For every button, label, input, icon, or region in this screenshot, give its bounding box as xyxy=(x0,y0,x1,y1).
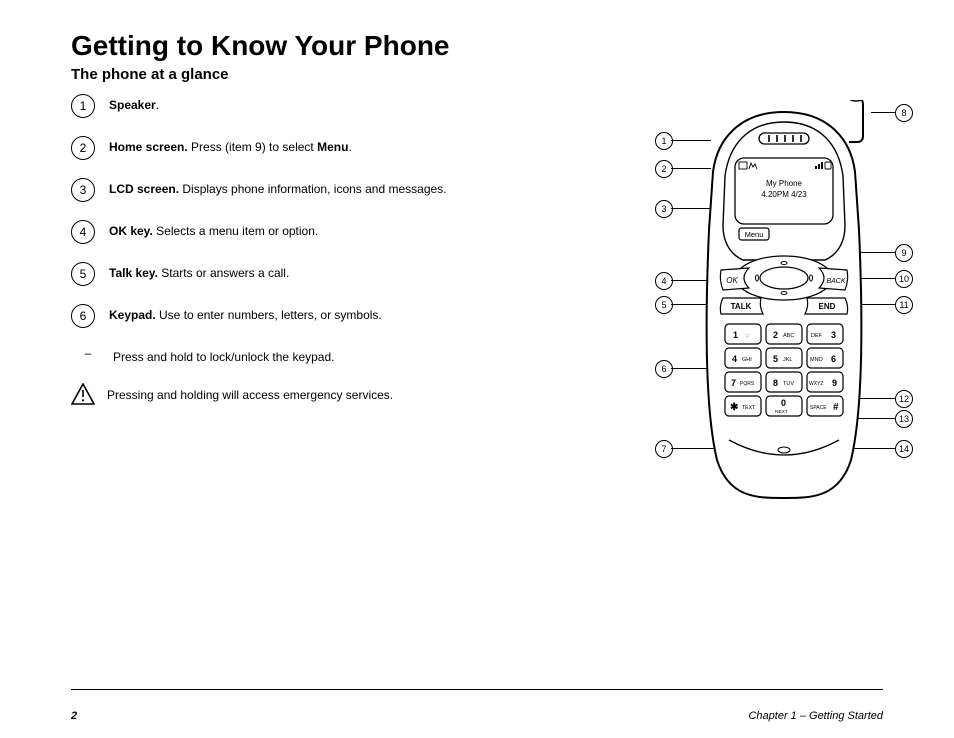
list-item: 3 LCD screen. Displays phone information… xyxy=(71,178,501,202)
warning-icon xyxy=(71,383,95,405)
callout-11: 11 xyxy=(895,296,913,314)
svg-text:1: 1 xyxy=(733,330,738,340)
svg-text:PQRS: PQRS xyxy=(740,381,755,387)
svg-text:3: 3 xyxy=(831,330,836,340)
svg-text:7: 7 xyxy=(731,378,736,388)
callout-9: 9 xyxy=(895,244,913,262)
svg-text:GHI: GHI xyxy=(742,357,752,363)
callout-12: 12 xyxy=(895,390,913,408)
list-item: 4 OK key. Selects a menu item or option. xyxy=(71,220,501,244)
callout-13: 13 xyxy=(895,410,913,428)
page-heading: Getting to Know Your Phone xyxy=(71,30,450,62)
svg-text:5: 5 xyxy=(773,354,778,364)
footer-rule xyxy=(71,689,883,690)
callout-3: 3 xyxy=(655,200,673,218)
item-tail: Starts or answers a call. xyxy=(161,266,289,280)
svg-text:4: 4 xyxy=(732,354,737,364)
chapter-label: Chapter 1 – Getting Started xyxy=(748,710,883,722)
bullet-4: 4 xyxy=(71,220,95,244)
item-bold: Speaker xyxy=(109,98,156,112)
svg-text:0: 0 xyxy=(781,398,786,408)
svg-text:DEF: DEF xyxy=(811,333,823,339)
svg-text:8: 8 xyxy=(773,378,778,388)
item-bold: Keypad. xyxy=(109,308,159,322)
page-number: 2 xyxy=(71,710,77,722)
callout-10: 10 xyxy=(895,270,913,288)
list-item: 5 Talk key. Starts or answers a call. xyxy=(71,262,501,286)
list-item: 1 Speaker. xyxy=(71,94,501,118)
item-bold: Home screen. xyxy=(109,140,191,154)
item-tail: Press and hold to lock/unlock the keypad… xyxy=(113,350,334,364)
svg-text:END: END xyxy=(819,302,836,311)
feature-list: 1 Speaker. 2 Home screen. Press (item 9)… xyxy=(71,94,501,423)
list-item: 6 Keypad. Use to enter numbers, letters,… xyxy=(71,304,501,328)
callout-6: 6 xyxy=(655,360,673,378)
svg-text:2: 2 xyxy=(773,330,778,340)
phone-illustration: My Phone 4.20PM 4/23 Menu OK BACK TALK E… xyxy=(699,100,869,510)
svg-text:MNO: MNO xyxy=(810,357,824,363)
svg-text:4.20PM 4/23: 4.20PM 4/23 xyxy=(761,190,807,199)
phone-diagram: 1 2 3 4 5 6 7 8 9 10 11 12 13 14 xyxy=(655,100,915,520)
svg-text:BACK: BACK xyxy=(826,278,845,285)
svg-text:#: # xyxy=(833,402,839,413)
svg-text:NEXT: NEXT xyxy=(775,409,788,415)
callout-8: 8 xyxy=(895,104,913,122)
bullet-6: 6 xyxy=(71,304,95,328)
item-tail: Pressing and holding will access emergen… xyxy=(107,388,393,402)
list-item: 2 Home screen. Press (item 9) to select … xyxy=(71,136,501,160)
svg-text:9: 9 xyxy=(832,378,837,388)
callout-14: 14 xyxy=(895,440,913,458)
sub-heading: The phone at a glance xyxy=(71,66,229,83)
bullet-1: 1 xyxy=(71,94,95,118)
item-bold: Talk key. xyxy=(109,266,161,280)
list-item-dash: – Press and hold to lock/unlock the keyp… xyxy=(77,346,501,365)
callout-2: 2 xyxy=(655,160,673,178)
item-tail: Press (item 9) to select xyxy=(191,140,317,154)
item-trail-bold: Menu xyxy=(317,140,348,154)
bullet-3: 3 xyxy=(71,178,95,202)
bullet-2: 2 xyxy=(71,136,95,160)
callout-1: 1 xyxy=(655,132,673,150)
item-tail: . xyxy=(156,98,159,112)
callout-4: 4 xyxy=(655,272,673,290)
item-bold: OK key. xyxy=(109,224,156,238)
svg-text:✱: ✱ xyxy=(730,402,739,413)
bullet-5: 5 xyxy=(71,262,95,286)
svg-text:6: 6 xyxy=(831,354,836,364)
svg-text:OK: OK xyxy=(726,276,738,285)
item-tail: Selects a menu item or option. xyxy=(156,224,318,238)
svg-text:SPACE: SPACE xyxy=(810,405,827,411)
svg-text:TEXT: TEXT xyxy=(742,405,756,411)
item-trail: . xyxy=(348,140,351,154)
item-tail: Use to enter numbers, letters, or symbol… xyxy=(159,308,382,322)
item-tail: Displays phone information, icons and me… xyxy=(182,182,446,196)
svg-text:My Phone: My Phone xyxy=(766,179,803,188)
svg-text:Menu: Menu xyxy=(745,230,764,239)
svg-text:JKL: JKL xyxy=(783,357,792,363)
list-item-warn: Pressing and holding will access emergen… xyxy=(71,383,501,405)
svg-text:TALK: TALK xyxy=(731,302,752,311)
callout-5: 5 xyxy=(655,296,673,314)
svg-text:ABC: ABC xyxy=(783,333,794,339)
callout-7: 7 xyxy=(655,440,673,458)
svg-text:TUV: TUV xyxy=(783,381,794,387)
svg-text:☞: ☞ xyxy=(745,334,750,340)
svg-text:WXYZ: WXYZ xyxy=(809,381,823,387)
item-bold: LCD screen. xyxy=(109,182,182,196)
